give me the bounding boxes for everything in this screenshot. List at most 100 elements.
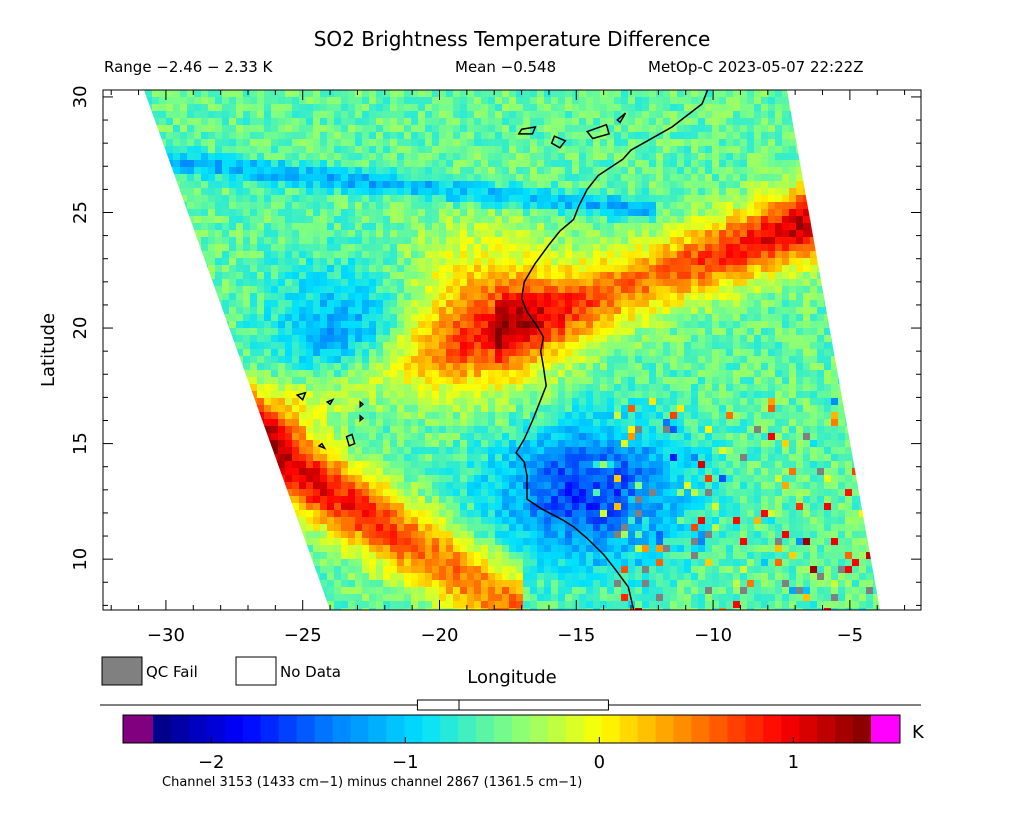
swath-pixel [131,167,139,175]
swath-pixel [908,118,916,126]
swath-pixel [733,251,741,259]
swath-pixel [306,104,314,112]
swath-pixel [768,153,776,161]
swath-pixel [649,244,657,252]
swath-pixel [824,174,832,182]
swath-pixel [768,188,776,196]
swath-pixel [677,251,685,259]
swath-pixel [873,111,880,119]
swath-pixel [313,153,321,161]
swath-pixel [593,342,601,350]
swath-pixel [803,139,811,147]
swath-pixel [572,237,580,245]
swath-pixel [334,125,342,133]
swath-pixel [327,132,335,140]
swath-pixel [271,132,279,140]
swath-pixel [467,146,475,154]
swath-pixel [390,272,398,280]
swath-pixel [362,251,370,259]
swath-pixel [474,384,482,392]
swath-pixel [432,342,440,350]
swath-pixel [271,97,279,105]
swath-pixel [740,251,748,259]
swath-pixel [390,321,398,329]
swath-pixel [705,370,713,378]
swath-pixel [579,356,587,364]
swath-pixel [299,342,307,350]
swath-pixel [782,244,790,252]
swath-pixel [831,111,839,119]
swath-pixel [558,328,566,336]
swath-pixel [873,209,880,217]
swath-pixel [761,279,769,287]
swath-pixel [250,300,258,308]
swath-pixel [593,363,601,371]
swath-pixel [852,195,860,203]
swath-pixel [355,139,363,147]
swath-pixel [859,363,867,371]
swath-pixel [845,286,853,294]
swath-pixel [152,125,160,133]
swath-pixel [383,356,391,364]
swath-pixel [145,167,153,175]
swath-pixel [705,265,713,273]
swath-pixel [481,265,489,273]
swath-pixel [705,90,713,98]
swath-pixel [383,272,391,280]
swath-pixel [740,202,748,210]
swath-pixel [355,342,363,350]
swath-pixel [355,209,363,217]
swath-pixel [810,363,818,371]
swath-pixel [761,118,769,126]
swath-pixel [852,356,860,364]
swath-pixel [677,293,685,301]
swath-pixel [817,188,825,196]
swath-pixel [285,125,293,133]
swath-pixel [144,90,146,98]
swath-pixel [467,90,475,98]
swath-pixel [789,111,797,119]
swath-pixel [747,216,755,224]
swath-pixel [278,342,286,350]
swath-pixel [194,377,202,385]
swath-pixel [439,209,447,217]
swath-pixel [614,237,622,245]
swath-pixel [523,286,531,294]
swath-pixel [796,363,804,371]
swath-pixel [467,174,475,182]
swath-pixel [117,160,125,168]
swath-pixel [397,377,405,385]
swath-pixel [621,118,629,126]
swath-pixel [131,216,139,224]
swath-pixel [831,209,839,217]
swath-pixel [166,356,174,364]
swath-pixel [838,307,846,315]
swath-pixel [516,174,524,182]
swath-pixel [327,286,335,294]
swath-pixel [152,90,160,98]
swath-pixel [747,363,755,371]
swath-pixel [257,111,265,119]
swath-pixel [565,160,573,168]
swath-pixel [726,146,734,154]
swath-pixel [572,97,580,105]
swath-pixel [747,97,755,105]
swath-pixel [516,223,524,231]
swath-pixel [537,237,545,245]
swath-pixel [733,363,741,371]
swath-pixel [390,265,398,273]
swath-pixel [705,139,713,147]
swath-pixel [376,251,384,259]
swath-pixel [257,342,265,350]
swath-pixel [201,307,209,315]
swath-pixel [299,111,307,119]
swath-pixel [768,377,776,385]
swath-pixel [334,237,342,245]
swath-pixel [124,188,132,196]
swath-pixel [684,370,692,378]
swath-pixel [369,153,377,161]
swath-pixel [320,370,328,378]
swath-pixel [131,153,139,161]
swath-pixel [838,286,846,294]
swath-pixel [719,335,727,343]
